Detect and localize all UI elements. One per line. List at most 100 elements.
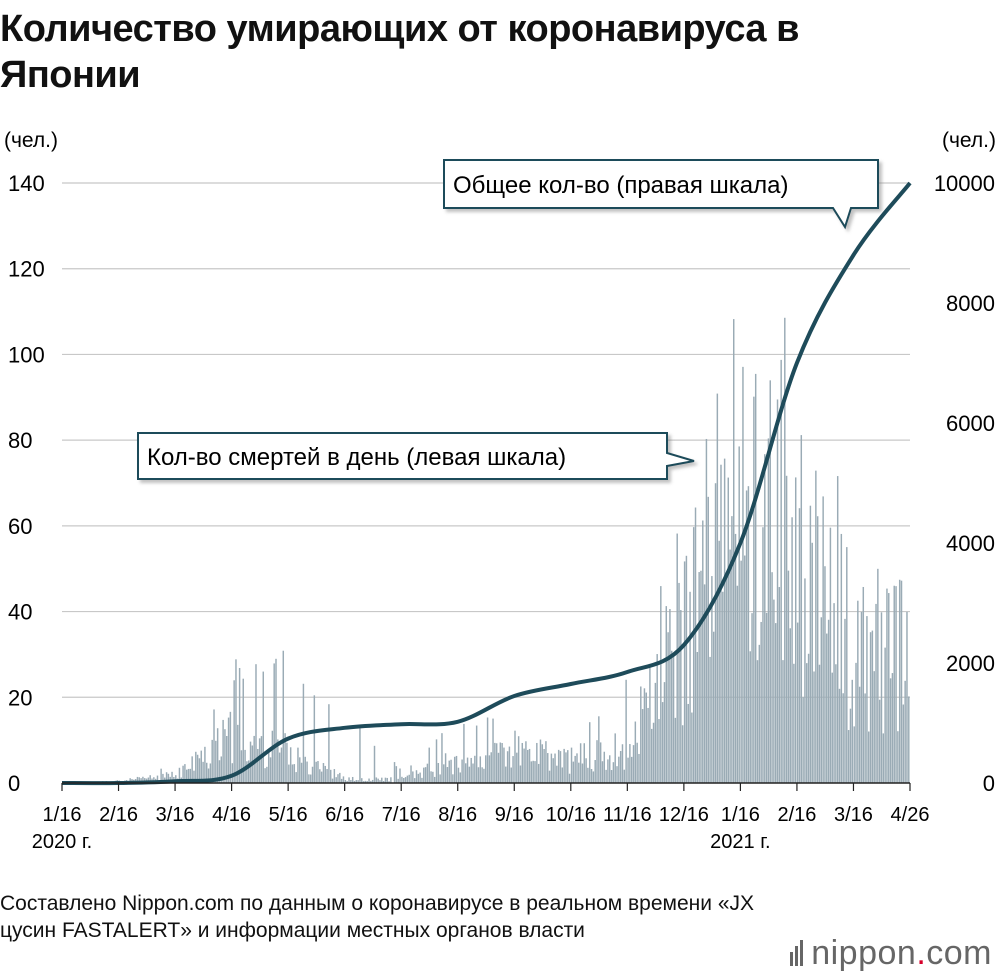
daily-bar [204,746,206,783]
daily-bar [227,717,230,783]
daily-bar [891,673,894,783]
daily-bar [722,591,724,783]
daily-bar [335,777,337,783]
daily-bar [273,663,275,783]
daily-bar [873,671,875,783]
daily-bar [782,660,784,783]
daily-bar [827,619,830,783]
daily-bar [771,572,773,783]
daily-bar [893,585,895,783]
daily-bar [685,555,688,783]
daily-bar [714,483,717,783]
daily-bar [908,696,910,783]
daily-bar [331,778,334,783]
daily-bar [366,781,368,783]
daily-bar [751,613,753,783]
daily-bar [189,768,192,783]
daily-bar [326,769,328,783]
daily-bar [707,496,709,783]
daily-bar [506,751,509,783]
daily-bar [802,697,804,783]
daily-bar [297,747,299,783]
daily-bar [703,584,706,783]
daily-bar [516,752,518,783]
daily-bar [793,663,795,783]
x-tick-label: 6/16 [325,804,364,826]
daily-bar [138,777,141,783]
daily-bar [632,745,635,783]
daily-bar [831,672,833,783]
daily-bar [497,752,500,783]
nippon-logo: nippon.com [790,934,992,975]
daily-bar [317,761,319,783]
daily-bar [337,774,339,783]
daily-bar [610,770,613,783]
daily-bar [889,678,892,783]
daily-bar [271,730,274,783]
daily-bar [740,560,742,783]
daily-bar [206,762,208,783]
daily-bar [311,766,314,783]
daily-bar [286,742,288,783]
x-tick-label: 4/26 [891,804,930,826]
axes: 0 20 40 60 80 100 120 140 0 2000 4000 6000 8000 10000… [8,171,995,853]
daily-bar [167,773,170,783]
daily-bar [295,772,297,783]
daily-bar [862,586,865,783]
daily-bar [304,756,306,783]
daily-bar [760,621,762,783]
daily-bar [567,750,569,783]
source-note: Составлено Nippon.com по данным о корона… [0,892,755,942]
daily-bar [853,726,855,783]
daily-bar [718,540,720,783]
daily-bar [654,682,657,783]
daily-bar [665,606,668,783]
daily-bar [609,755,611,783]
daily-bar [554,753,556,783]
daily-bar [162,773,164,783]
daily-bar [694,507,697,783]
right-tick-label: 0 [983,771,995,796]
daily-bar [375,777,378,783]
daily-bar [764,454,766,783]
left-tick-label: 60 [8,514,32,539]
daily-bar [818,664,821,783]
daily-bar [806,663,808,783]
daily-bar [712,631,715,783]
daily-bar [785,475,788,783]
daily-bar [678,582,680,783]
daily-bar [361,778,363,783]
left-axis-unit: (чел.) [4,129,58,152]
daily-bar [616,766,618,783]
daily-bar [291,764,294,783]
daily-bar [543,748,545,783]
daily-bar [736,585,739,783]
daily-bar [433,776,436,783]
daily-bar [734,533,737,783]
daily-bar [417,773,420,783]
daily-bar [592,771,595,783]
daily-bar [264,768,266,783]
daily-bar [787,570,790,783]
daily-bar [501,743,503,783]
daily-bar [275,658,277,783]
daily-bar [178,767,181,783]
year-label: 2021 г. [710,831,770,853]
daily-bar [878,699,881,783]
daily-bar [293,764,296,783]
left-tick-label: 120 [8,257,45,282]
daily-bar [888,593,890,783]
daily-bar [578,762,580,783]
daily-bar [650,728,653,783]
year-label: 2020 г. [32,831,92,853]
daily-bar [371,779,374,783]
daily-bar [528,748,531,783]
daily-bar [282,650,285,783]
daily-bar [258,738,261,783]
daily-bar [413,778,416,783]
daily-bar [789,628,791,783]
daily-bar [627,757,629,783]
daily-bar [224,729,226,783]
daily-bar [415,770,418,783]
daily-bar [156,775,159,783]
